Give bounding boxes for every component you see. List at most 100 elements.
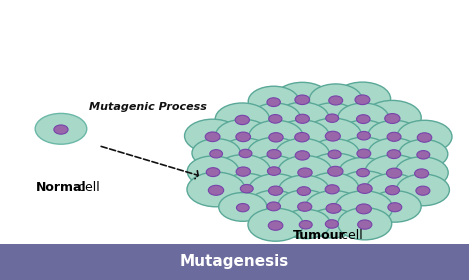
Circle shape [310, 139, 359, 168]
Ellipse shape [356, 115, 370, 123]
Circle shape [275, 138, 330, 171]
Ellipse shape [325, 185, 339, 194]
Circle shape [281, 209, 330, 239]
Ellipse shape [385, 113, 400, 123]
Circle shape [307, 209, 356, 238]
Circle shape [248, 190, 299, 221]
Text: cell: cell [74, 181, 99, 194]
Circle shape [365, 155, 424, 190]
Ellipse shape [267, 150, 281, 159]
Circle shape [399, 139, 448, 169]
FancyBboxPatch shape [0, 244, 469, 280]
Ellipse shape [387, 150, 401, 158]
Circle shape [336, 171, 393, 205]
Ellipse shape [54, 125, 68, 134]
Ellipse shape [417, 151, 430, 159]
Ellipse shape [388, 203, 402, 212]
Ellipse shape [267, 202, 280, 211]
Circle shape [248, 86, 299, 116]
Ellipse shape [325, 114, 339, 122]
Ellipse shape [295, 132, 309, 142]
Ellipse shape [295, 95, 310, 104]
Circle shape [368, 120, 420, 152]
Ellipse shape [205, 132, 220, 142]
Ellipse shape [357, 184, 372, 193]
Circle shape [339, 158, 387, 186]
Ellipse shape [269, 133, 283, 142]
Circle shape [308, 103, 356, 132]
Ellipse shape [206, 168, 220, 177]
Circle shape [334, 82, 391, 116]
Circle shape [304, 118, 362, 152]
Ellipse shape [236, 132, 250, 142]
Ellipse shape [357, 149, 371, 158]
Circle shape [335, 191, 393, 225]
Circle shape [368, 138, 420, 169]
Circle shape [215, 103, 269, 135]
Circle shape [276, 102, 329, 134]
Ellipse shape [416, 186, 430, 195]
Ellipse shape [295, 151, 310, 160]
Ellipse shape [269, 115, 282, 123]
Circle shape [278, 190, 332, 222]
Circle shape [192, 139, 240, 167]
Ellipse shape [329, 96, 343, 105]
Ellipse shape [268, 186, 283, 195]
Circle shape [274, 82, 330, 116]
Ellipse shape [357, 131, 371, 140]
Ellipse shape [326, 204, 341, 213]
Circle shape [306, 173, 359, 204]
Ellipse shape [358, 220, 372, 229]
Circle shape [338, 137, 390, 168]
Circle shape [248, 208, 303, 241]
Circle shape [310, 84, 362, 115]
Text: cell: cell [337, 229, 362, 242]
Circle shape [306, 153, 364, 188]
Circle shape [397, 120, 452, 153]
Circle shape [35, 113, 87, 144]
Circle shape [338, 208, 392, 240]
Circle shape [366, 174, 419, 205]
Ellipse shape [417, 133, 432, 142]
Circle shape [339, 120, 389, 150]
Ellipse shape [299, 221, 312, 229]
Ellipse shape [325, 220, 339, 228]
Circle shape [248, 137, 301, 169]
Ellipse shape [415, 169, 429, 178]
Ellipse shape [295, 114, 310, 123]
Circle shape [338, 103, 389, 134]
Circle shape [219, 193, 267, 221]
Ellipse shape [268, 221, 283, 230]
Circle shape [184, 119, 241, 153]
Circle shape [249, 155, 299, 185]
Ellipse shape [298, 202, 312, 211]
Ellipse shape [267, 167, 280, 175]
Circle shape [249, 174, 303, 206]
Text: Normal: Normal [36, 181, 86, 194]
Circle shape [187, 172, 245, 207]
Ellipse shape [297, 187, 310, 195]
Ellipse shape [328, 166, 343, 176]
Ellipse shape [386, 186, 400, 195]
Ellipse shape [239, 149, 252, 158]
Ellipse shape [325, 131, 340, 141]
Ellipse shape [356, 169, 370, 177]
Circle shape [279, 175, 329, 206]
Circle shape [222, 173, 271, 202]
Circle shape [395, 157, 448, 188]
Circle shape [278, 156, 332, 188]
Circle shape [250, 103, 300, 133]
Ellipse shape [208, 185, 224, 195]
Ellipse shape [236, 167, 250, 176]
Text: Mutagenesis: Mutagenesis [180, 254, 289, 269]
Ellipse shape [235, 115, 250, 125]
Text: Tumour: Tumour [293, 229, 345, 242]
Circle shape [396, 174, 449, 206]
Ellipse shape [236, 204, 249, 212]
Circle shape [275, 120, 329, 153]
Circle shape [221, 138, 270, 167]
Text: Mutagenic Process: Mutagenic Process [89, 102, 207, 112]
Ellipse shape [210, 150, 222, 158]
Ellipse shape [355, 95, 370, 105]
Circle shape [363, 101, 421, 135]
